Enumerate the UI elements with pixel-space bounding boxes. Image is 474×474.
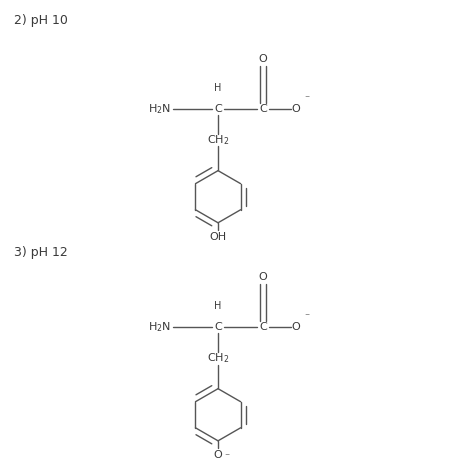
Text: OH: OH [210,232,227,242]
Text: CH$_2$: CH$_2$ [207,351,229,365]
Text: ⁻: ⁻ [305,312,310,323]
Text: O: O [214,450,222,460]
Text: H: H [214,83,222,93]
Text: H$_2$N: H$_2$N [148,320,171,334]
Text: ⁻: ⁻ [225,453,230,463]
Text: O: O [259,272,267,282]
Text: 3) pH 12: 3) pH 12 [14,246,68,259]
Text: H: H [214,301,222,311]
Text: 2) pH 10: 2) pH 10 [14,14,68,27]
Text: O: O [292,104,301,114]
Text: C: C [259,104,267,114]
Text: C: C [214,104,222,114]
Text: C: C [214,322,222,332]
Text: ⁻: ⁻ [305,94,310,105]
Text: O: O [259,54,267,64]
Text: H$_2$N: H$_2$N [148,102,171,116]
Text: O: O [292,322,301,332]
Text: C: C [259,322,267,332]
Text: CH$_2$: CH$_2$ [207,133,229,147]
